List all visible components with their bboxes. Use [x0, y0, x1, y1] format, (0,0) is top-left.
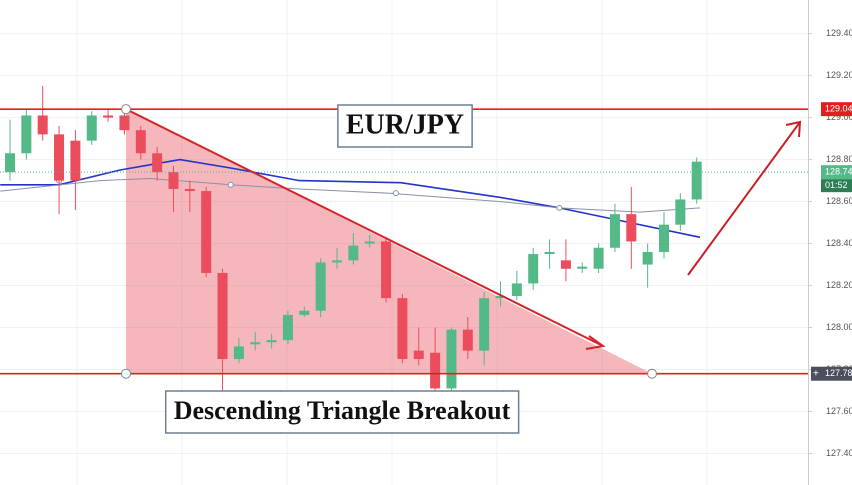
- candle-body: [152, 153, 163, 173]
- candle-body: [332, 260, 342, 263]
- anchor-handle: [121, 368, 131, 379]
- candle-body: [544, 251, 555, 255]
- candle-body: [446, 329, 457, 389]
- annotation: Descending Triangle Breakout: [174, 396, 511, 425]
- price-badge: [821, 102, 852, 117]
- candle-body: [21, 115, 32, 154]
- candle-body: [495, 296, 506, 299]
- candle-body: [201, 191, 212, 273]
- candle-body: [560, 260, 571, 269]
- crosshair-icon: +: [813, 368, 819, 379]
- candle-body: [119, 115, 130, 131]
- candle-body: [381, 241, 392, 299]
- candle-body: [282, 314, 293, 341]
- last-price-label: 128.74: [825, 167, 852, 177]
- candle-body: [577, 266, 588, 269]
- countdown-badge: [821, 179, 852, 193]
- line-handle: [392, 190, 399, 197]
- anchor-handle: [647, 368, 657, 379]
- candle-body: [348, 245, 359, 261]
- candle-body: [593, 247, 604, 269]
- candle-body: [5, 153, 15, 173]
- candle-body: [70, 140, 81, 181]
- y-tick-label: 128.00: [826, 322, 852, 332]
- y-tick-label: 129.00: [826, 112, 852, 122]
- candle-body: [233, 346, 244, 360]
- breakout-arrow: [687, 121, 801, 276]
- candle-body: [609, 214, 620, 248]
- candle-body: [462, 329, 473, 351]
- crosshair-button: [811, 366, 821, 381]
- candle-body: [315, 262, 326, 311]
- candle-body: [54, 134, 65, 181]
- price-badge-label: 127.78: [825, 368, 852, 378]
- candle-body: [266, 340, 277, 343]
- candle-body: [511, 283, 522, 297]
- y-tick-label: 129.20: [826, 70, 852, 80]
- candle-body: [659, 224, 669, 252]
- candle-body: [37, 115, 48, 135]
- candle-body: [86, 115, 97, 141]
- trend-line: [125, 108, 604, 347]
- line-handle: [227, 181, 234, 188]
- candle-body: [299, 310, 310, 315]
- annotation-box: [164, 390, 520, 434]
- candle-body: [675, 199, 686, 225]
- y-tick-label: 128.80: [826, 154, 852, 164]
- price-badge-label: 129.04: [825, 104, 852, 114]
- candle-body: [217, 272, 228, 360]
- y-tick-label: 128.60: [826, 196, 852, 206]
- candle-body: [184, 188, 195, 192]
- candle-body: [135, 130, 146, 154]
- countdown-label: 01:52: [825, 180, 848, 190]
- y-tick-label: 128.20: [826, 280, 852, 290]
- price-badge: [821, 366, 852, 381]
- candle-body: [103, 115, 114, 118]
- candle-body: [397, 298, 408, 360]
- candle-body: [168, 172, 179, 189]
- candle-body: [250, 342, 261, 345]
- anchor-handle: [121, 104, 131, 115]
- y-tick-label: 127.60: [826, 406, 852, 416]
- moving-average: [0, 177, 701, 213]
- y-tick-label: 128.40: [826, 238, 852, 248]
- candle-body: [430, 352, 441, 389]
- chart-title: EUR/JPY: [346, 109, 464, 140]
- y-tick-label: 127.40: [826, 448, 852, 458]
- price-badge: [821, 165, 852, 180]
- candle-body: [626, 214, 637, 242]
- arrow-head: [585, 335, 606, 350]
- candle-body: [364, 241, 375, 244]
- candle-body: [528, 254, 539, 284]
- candle-body: [413, 350, 424, 360]
- y-tick-label: 129.40: [826, 28, 852, 38]
- candle-body: [691, 161, 702, 200]
- candle-body: [479, 298, 490, 351]
- line-handle: [556, 204, 563, 211]
- candle-body: [642, 251, 653, 265]
- chart-title-box: [337, 104, 473, 148]
- moving-average: [0, 158, 701, 239]
- arrow-head: [785, 120, 802, 138]
